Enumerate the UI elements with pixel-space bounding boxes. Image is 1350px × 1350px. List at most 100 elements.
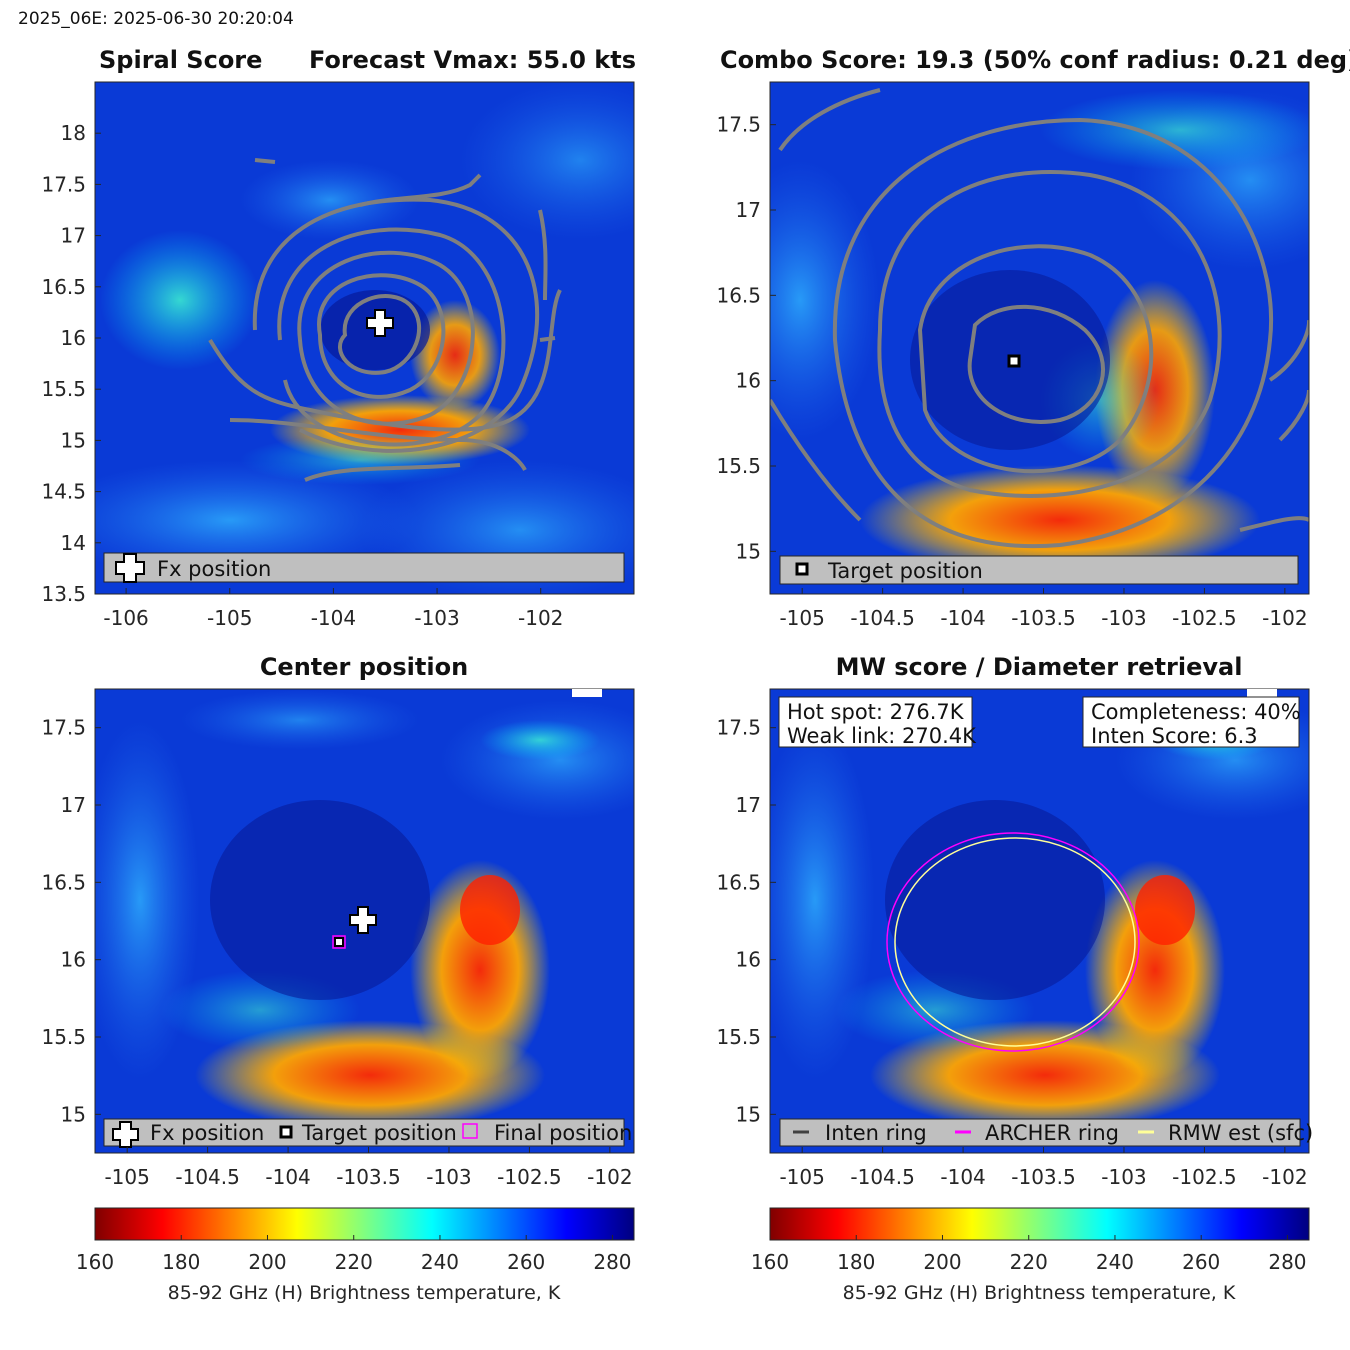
panel-mw-score: MW score / Diameter retrieval Hot spot: … xyxy=(769,653,1313,1154)
colorbar-tick-label: 160 xyxy=(76,1250,114,1274)
spiral-title: Spiral Score xyxy=(99,46,262,74)
spiral-ytick-label: 18 xyxy=(61,121,86,145)
axis-ticks: -106 -105 -104 -103 -102 13.5 14 14.5 15 15.5 16 16… xyxy=(41,113,1307,1189)
mw-xtick-label: -103.5 xyxy=(1011,1165,1075,1189)
spiral-ytick-label: 14.5 xyxy=(41,480,86,504)
colorbar-tick-label: 160 xyxy=(751,1250,789,1274)
spiral-legend-label: Fx position xyxy=(157,557,271,581)
center-ytick-label: 17 xyxy=(61,793,86,817)
combo-xtick-label: -102 xyxy=(1262,606,1307,630)
panel-combo-score: Combo Score: 19.3 (50% conf radius: 0.21… xyxy=(720,46,1350,595)
mw-xtick-label: -105 xyxy=(779,1165,824,1189)
fx-position-icon xyxy=(112,1121,139,1148)
center-final-marker xyxy=(332,935,346,949)
center-xtick-label: -103 xyxy=(426,1165,471,1189)
spiral-legend: Fx position xyxy=(103,552,625,583)
center-ytick-label: 16 xyxy=(61,948,86,972)
mw-xtick-label: -103 xyxy=(1101,1165,1146,1189)
panel-center-position: Center position Fx position Target posit… xyxy=(94,653,635,1154)
combo-ytick-label: 17 xyxy=(736,198,761,222)
center-title: Center position xyxy=(260,653,468,681)
spiral-xtick-label: -105 xyxy=(207,606,252,630)
spiral-contours xyxy=(208,158,562,482)
colorbar-tick-label: 200 xyxy=(248,1250,286,1274)
center-xtick-label: -103.5 xyxy=(336,1165,400,1189)
panel-spiral-score: Spiral Score Forecast Vmax: 55.0 kts xyxy=(94,46,636,595)
spiral-xtick-label: -103 xyxy=(414,606,459,630)
mw-heatmap xyxy=(770,689,1309,1153)
center-xtick-label: -102 xyxy=(587,1165,632,1189)
colorbar-right-label: 85-92 GHz (H) Brightness temperature, K xyxy=(843,1282,1236,1304)
spiral-ytick-label: 17.5 xyxy=(41,172,86,196)
mw-ytick-label: 16 xyxy=(736,948,761,972)
spiral-ytick-label: 16 xyxy=(61,326,86,350)
spiral-ytick-label: 15 xyxy=(61,428,86,452)
center-legend-target: Target position xyxy=(301,1121,457,1145)
combo-target-marker xyxy=(1007,354,1021,368)
colorbar-tick-label: 240 xyxy=(421,1250,459,1274)
inten-score-text: Inten Score: 6.3 xyxy=(1091,724,1258,748)
final-position-icon xyxy=(462,1123,478,1139)
center-legend: Fx position Target position Final positi… xyxy=(103,1118,632,1148)
mw-info-left: Hot spot: 276.7K Weak link: 270.4K xyxy=(778,696,977,748)
spiral-vmax-title: Forecast Vmax: 55.0 kts xyxy=(309,46,636,74)
colorbar-right: 160 180 200 220 240 260 280 85-92 GHz (H) Brig… xyxy=(751,1207,1310,1304)
combo-ytick-label: 17.5 xyxy=(716,113,761,137)
center-markers xyxy=(332,906,377,949)
combo-legend-label: Target position xyxy=(827,559,983,583)
center-legend-fx: Fx position xyxy=(150,1121,264,1145)
combo-ytick-label: 15 xyxy=(736,539,761,563)
mw-xtick-label: -104.5 xyxy=(850,1165,914,1189)
center-legend-final: Final position xyxy=(494,1121,632,1145)
colorbar-tick-label: 220 xyxy=(335,1250,373,1274)
spiral-xtick-label: -102 xyxy=(518,606,563,630)
center-ytick-label: 16.5 xyxy=(41,870,86,894)
spiral-xtick-label: -106 xyxy=(103,606,148,630)
spiral-ytick-label: 16.5 xyxy=(41,275,86,299)
mw-legend-rmw: RMW est (sfc) xyxy=(1168,1121,1313,1145)
combo-xtick-label: -102.5 xyxy=(1172,606,1236,630)
mw-xtick-label: -102 xyxy=(1262,1165,1307,1189)
figure-header: 2025_06E: 2025-06-30 20:20:04 xyxy=(18,9,294,29)
colorbar-left-label: 85-92 GHz (H) Brightness temperature, K xyxy=(168,1282,561,1304)
colorbar-left: 160 180 200 220 240 260 280 85-92 GHz (H) Brig… xyxy=(76,1207,635,1304)
combo-legend: Target position xyxy=(779,555,1299,585)
mw-info-right: Completeness: 40% Inten Score: 6.3 xyxy=(1082,696,1301,748)
combo-ytick-label: 15.5 xyxy=(716,454,761,478)
target-position-icon xyxy=(279,1125,293,1139)
mw-xtick-label: -102.5 xyxy=(1172,1165,1236,1189)
completeness-text: Completeness: 40% xyxy=(1091,700,1301,724)
mw-ytick-label: 15.5 xyxy=(716,1025,761,1049)
colorbar-tick-label: 280 xyxy=(1268,1250,1306,1274)
center-fx-marker xyxy=(349,906,377,934)
center-target-marker xyxy=(334,937,344,947)
mw-title: MW score / Diameter retrieval xyxy=(836,653,1243,681)
mw-nodata-patch xyxy=(1247,689,1277,697)
spiral-xtick-label: -104 xyxy=(311,606,356,630)
center-xtick-label: -104 xyxy=(265,1165,310,1189)
mw-legend: Inten ring ARCHER ring RMW est (sfc) xyxy=(779,1118,1313,1147)
colorbar-tick-label: 240 xyxy=(1096,1250,1134,1274)
center-nodata-patch xyxy=(572,689,602,697)
combo-xtick-label: -104 xyxy=(940,606,985,630)
colorbar-right-ticks: 160 180 200 220 240 260 280 xyxy=(751,1235,1307,1274)
target-position-icon xyxy=(795,562,809,576)
combo-xtick-label: -103 xyxy=(1101,606,1146,630)
combo-heatmap xyxy=(770,82,1309,594)
center-ytick-label: 17.5 xyxy=(41,716,86,740)
spiral-ytick-label: 13.5 xyxy=(41,582,86,606)
hot-spot-text: Hot spot: 276.7K xyxy=(787,700,965,724)
mw-ytick-label: 17 xyxy=(736,793,761,817)
center-xtick-label: -104.5 xyxy=(175,1165,239,1189)
colorbar-tick-label: 180 xyxy=(162,1250,200,1274)
spiral-ytick-label: 15.5 xyxy=(41,377,86,401)
spiral-heatmap xyxy=(95,82,634,594)
mw-ytick-label: 17.5 xyxy=(716,716,761,740)
colorbar-tick-label: 260 xyxy=(507,1250,545,1274)
mw-ytick-label: 15 xyxy=(736,1102,761,1126)
colorbar-tick-label: 260 xyxy=(1182,1250,1220,1274)
combo-ytick-label: 16 xyxy=(736,369,761,393)
mw-legend-archer: ARCHER ring xyxy=(985,1121,1119,1145)
colorbar-tick-label: 180 xyxy=(837,1250,875,1274)
